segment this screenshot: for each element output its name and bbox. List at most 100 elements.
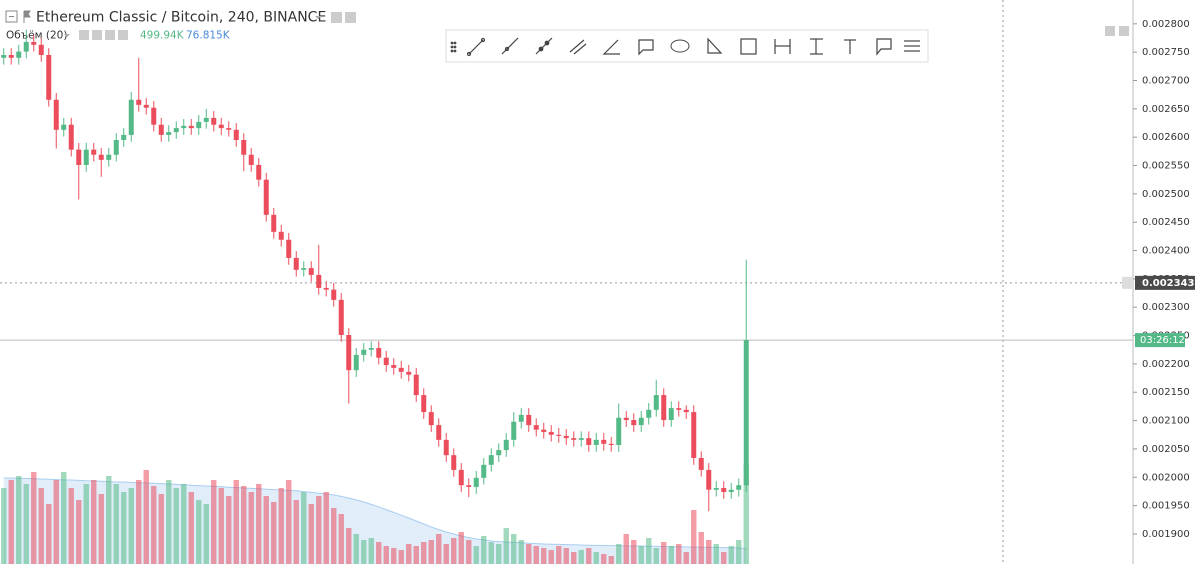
candle-body	[16, 51, 22, 58]
tool-trend-line[interactable]	[466, 37, 486, 57]
scroll-left[interactable]	[1105, 26, 1115, 36]
tool-date-range[interactable]	[774, 39, 791, 54]
volume-bar	[31, 472, 37, 564]
candle-body	[166, 132, 172, 135]
tool-extended-line[interactable]	[535, 37, 553, 55]
tool-more[interactable]	[904, 40, 920, 52]
candle-body	[653, 395, 659, 410]
volume-bar	[98, 494, 104, 564]
volume-bar	[83, 484, 89, 564]
price-axis: 0.001900 0.001950 0.002000 0.002050 0.002100…	[1122, 19, 1195, 540]
volume-bar	[668, 546, 674, 564]
candle-body	[143, 104, 149, 108]
candle-body	[368, 348, 374, 350]
volume-bar	[398, 550, 404, 564]
volume-bar	[413, 546, 419, 564]
indicator-btn[interactable]	[79, 30, 89, 40]
candle-body	[173, 128, 179, 133]
volume-ma-value: 76.815K	[186, 30, 231, 42]
toolbar-grip	[450, 41, 457, 53]
tool-ray[interactable]	[501, 37, 519, 55]
volume-bar	[713, 544, 719, 564]
candle-body	[466, 485, 472, 487]
candle-body	[631, 420, 637, 426]
settings-button[interactable]	[331, 12, 342, 23]
candle-body	[488, 455, 494, 465]
candle-body	[8, 54, 14, 58]
volume-bar	[23, 484, 29, 564]
tool-rectangle[interactable]	[740, 38, 757, 55]
candle-body	[526, 414, 532, 426]
tool-angle[interactable]	[602, 39, 620, 55]
tool-triangle[interactable]	[707, 37, 723, 54]
candle-body	[121, 134, 127, 141]
volume-bar	[533, 546, 539, 564]
volume-bar	[601, 554, 607, 564]
tool-price-range[interactable]	[810, 38, 823, 55]
flag-icon[interactable]	[23, 10, 31, 23]
candle-body	[38, 44, 44, 55]
volume-bar	[526, 544, 532, 564]
volume-bar	[556, 546, 562, 564]
volume-bar	[443, 544, 449, 564]
candle-body	[451, 455, 457, 470]
indicator-btn[interactable]	[92, 30, 102, 40]
y-tick-label: 0.002000	[1142, 472, 1190, 483]
tool-text[interactable]	[844, 39, 856, 54]
volume-bar	[61, 472, 67, 564]
y-tick-label: 0.002150	[1142, 387, 1190, 398]
candle-body	[683, 409, 689, 413]
volume-bar	[196, 500, 202, 564]
volume-bar	[293, 500, 299, 564]
tool-balloon[interactable]	[876, 38, 892, 56]
candle-body	[151, 107, 157, 125]
indicator-btn[interactable]	[118, 30, 128, 40]
candle-body	[113, 140, 119, 155]
candle-body	[436, 425, 442, 440]
volume-bar	[91, 480, 97, 564]
candle-body	[668, 408, 674, 421]
y-tick-label: 0.002750	[1142, 47, 1190, 58]
candle-body	[616, 417, 622, 445]
candle-body	[286, 239, 292, 258]
candle-body	[608, 443, 614, 445]
volume-bar	[563, 548, 569, 564]
collapse-button[interactable]	[5, 10, 18, 23]
candle-body	[218, 124, 224, 129]
volume-bar	[16, 476, 22, 564]
plot	[0, 29, 1133, 564]
volume-bar	[316, 496, 322, 564]
y-tick-label: 0.002450	[1142, 217, 1190, 228]
close-button[interactable]	[345, 12, 356, 23]
title-dropdown[interactable]	[315, 16, 321, 19]
tool-callout[interactable]	[638, 39, 654, 56]
candle-body	[256, 164, 262, 180]
volume-bar	[166, 480, 172, 564]
candle-body	[278, 231, 284, 240]
candle-body	[443, 439, 449, 456]
volume-bar	[488, 542, 494, 564]
candle-body	[331, 289, 337, 300]
candle-body	[241, 140, 247, 155]
tool-parallel[interactable]	[569, 39, 587, 55]
y-tick-label: 0.001900	[1142, 529, 1190, 540]
volume-bar	[76, 500, 82, 564]
volume-bar	[53, 480, 59, 564]
volume-bar	[331, 508, 337, 564]
volume-bar	[481, 536, 487, 564]
candle-body	[736, 485, 742, 490]
scroll-right[interactable]	[1119, 26, 1129, 36]
volume-bar	[623, 534, 629, 564]
candle-body	[188, 125, 194, 129]
tool-ellipse[interactable]	[670, 39, 690, 53]
candle-body	[68, 124, 74, 150]
volume-bar	[518, 540, 524, 564]
y-tick-label: 0.002200	[1142, 359, 1190, 370]
candle-body	[398, 367, 404, 372]
indicator-btn[interactable]	[105, 30, 115, 40]
y-tick-label: 0.002550	[1142, 161, 1190, 172]
volume-bar	[383, 546, 389, 564]
volume-bar	[8, 480, 14, 564]
indicator-dropdown[interactable]	[64, 34, 70, 37]
candle-body	[721, 488, 727, 493]
